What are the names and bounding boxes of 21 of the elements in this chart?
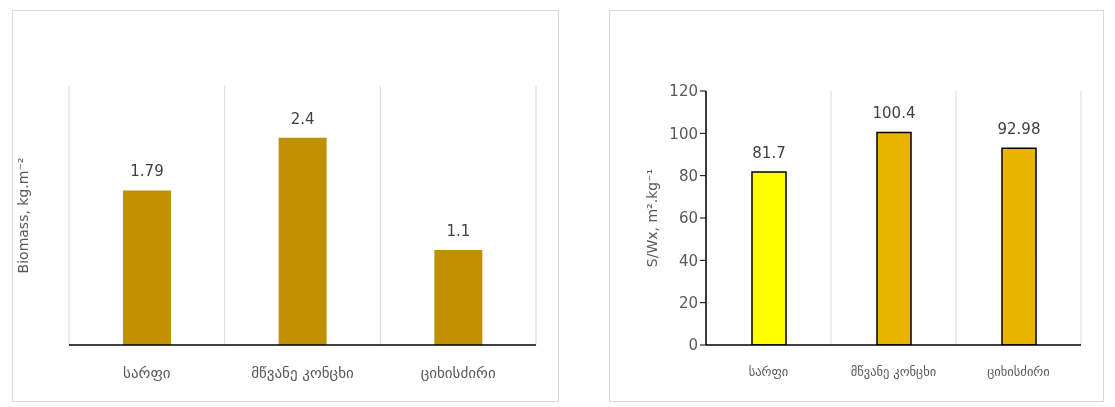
data-label: 92.98 — [997, 120, 1041, 139]
y-tick-label: 120 — [669, 82, 698, 101]
y-tick-label: 40 — [678, 251, 698, 270]
y-tick-label: 80 — [678, 166, 698, 185]
y-tick-label: 20 — [678, 293, 698, 312]
x-tick-label: მწვანე კონცხი — [251, 363, 355, 382]
data-label: 2.4 — [290, 109, 315, 128]
data-label: 81.7 — [752, 144, 786, 163]
x-tick-label: ციხისძირი — [987, 363, 1050, 379]
y-axis-title: Biomass, kg.m⁻² — [14, 157, 31, 274]
x-tick-label: სარფი — [123, 363, 171, 382]
x-tick-label: სარფი — [748, 363, 789, 379]
x-tick-label: მწვანე კონცხი — [850, 363, 937, 379]
y-tick-label: 0 — [688, 336, 698, 355]
y-tick-label: 100 — [669, 124, 698, 143]
y-tick-label: 60 — [678, 209, 698, 228]
y-axis-title: S/Wx, m².kg⁻¹ — [643, 168, 660, 268]
data-label: 1.1 — [446, 222, 471, 241]
x-tick-label: ციხისძირი — [420, 363, 496, 382]
data-label: 1.79 — [130, 162, 164, 181]
data-label: 100.4 — [872, 104, 916, 123]
